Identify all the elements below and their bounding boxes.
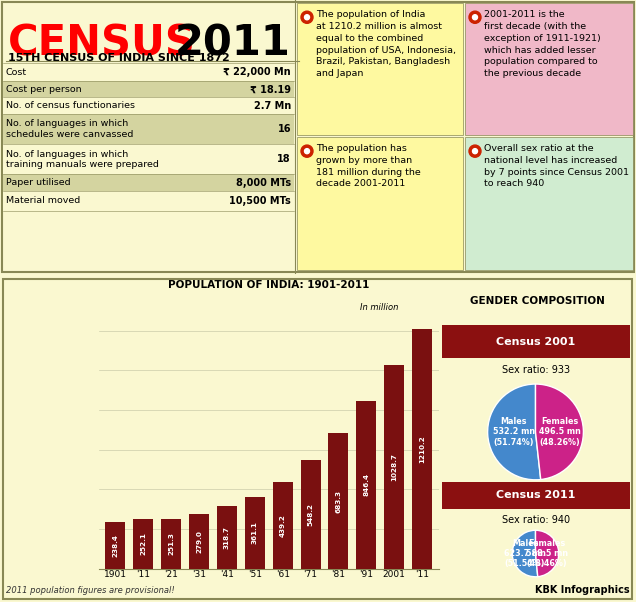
Text: KBK Infographics: KBK Infographics <box>535 585 630 595</box>
Bar <box>245 497 265 569</box>
Text: Cost: Cost <box>6 67 27 76</box>
Text: 15TH CENSUS OF INDIA SINCE 1872: 15TH CENSUS OF INDIA SINCE 1872 <box>8 53 230 63</box>
Text: In million: In million <box>359 303 398 312</box>
Bar <box>412 329 432 569</box>
Text: GENDER COMPOSITION: GENDER COMPOSITION <box>470 296 605 306</box>
Text: Males
532.2 mn
(51.74%): Males 532.2 mn (51.74%) <box>493 417 535 447</box>
Text: ₹ 22,000 Mn: ₹ 22,000 Mn <box>223 67 291 77</box>
Bar <box>384 365 404 569</box>
Text: 318.7: 318.7 <box>224 526 230 548</box>
Wedge shape <box>536 384 583 480</box>
Text: Sex ratio: 940: Sex ratio: 940 <box>502 515 570 524</box>
Text: 846.4: 846.4 <box>363 473 370 497</box>
Circle shape <box>305 149 310 154</box>
Text: 361.1: 361.1 <box>252 521 258 544</box>
Bar <box>3 63 294 81</box>
Bar <box>189 514 209 569</box>
Text: 1210.2: 1210.2 <box>419 435 425 463</box>
Text: Sex ratio: 933: Sex ratio: 933 <box>502 365 570 375</box>
Text: 10,500 MTs: 10,500 MTs <box>229 196 291 206</box>
Text: ₹ 18.19: ₹ 18.19 <box>250 84 291 95</box>
Bar <box>106 521 125 569</box>
Text: 2.7 Mn: 2.7 Mn <box>254 101 291 111</box>
Text: 439.2: 439.2 <box>280 514 286 537</box>
Text: 279.0: 279.0 <box>196 530 202 553</box>
Text: Material moved: Material moved <box>6 196 80 205</box>
Text: Males
623.7 mn
(51.54%): Males 623.7 mn (51.54%) <box>504 539 546 568</box>
Circle shape <box>469 145 481 157</box>
Text: 2011 population figures are provisional!: 2011 population figures are provisional! <box>6 586 175 595</box>
Text: 2001-2011 is the
first decade (with the
exception of 1911-1921)
which has added : 2001-2011 is the first decade (with the … <box>484 10 601 78</box>
Bar <box>297 3 463 135</box>
Text: Paper utilised: Paper utilised <box>6 178 71 187</box>
Text: 251.3: 251.3 <box>168 533 174 556</box>
Text: POPULATION OF INDIA: 1901-2011: POPULATION OF INDIA: 1901-2011 <box>168 279 370 290</box>
Text: Census 2001: Census 2001 <box>496 337 576 347</box>
Text: 1028.7: 1028.7 <box>391 453 398 481</box>
Circle shape <box>301 11 313 23</box>
Wedge shape <box>536 530 559 577</box>
Circle shape <box>301 145 313 157</box>
Text: Females
496.5 mn
(48.26%): Females 496.5 mn (48.26%) <box>539 417 581 447</box>
Text: 252.1: 252.1 <box>140 532 146 555</box>
Text: No. of languages in which
schedules were canvassed: No. of languages in which schedules were… <box>6 119 134 138</box>
Text: No. of census functionaries: No. of census functionaries <box>6 101 135 110</box>
Text: 16: 16 <box>277 124 291 134</box>
Bar <box>356 401 377 569</box>
Bar <box>133 519 153 569</box>
Bar <box>273 482 293 569</box>
Wedge shape <box>488 384 541 480</box>
Text: The population of India
at 1210.2 million is almost
equal to the combined
popula: The population of India at 1210.2 millio… <box>316 10 456 78</box>
Text: Cost per person: Cost per person <box>6 85 81 94</box>
Bar <box>3 98 294 114</box>
Bar <box>161 519 181 569</box>
Circle shape <box>473 14 478 20</box>
Circle shape <box>469 11 481 23</box>
Bar <box>3 191 294 211</box>
Text: 683.3: 683.3 <box>335 489 342 512</box>
Bar <box>217 506 237 569</box>
Text: Overall sex ratio at the
national level has increased
by 7 points since Census 2: Overall sex ratio at the national level … <box>484 144 629 188</box>
Text: 548.2: 548.2 <box>308 503 314 526</box>
Text: 238.4: 238.4 <box>113 534 118 557</box>
Circle shape <box>473 149 478 154</box>
Bar <box>465 137 633 270</box>
Text: 8,000 MTs: 8,000 MTs <box>236 178 291 188</box>
Text: 18: 18 <box>277 154 291 164</box>
Text: The population has
grown by more than
181 million during the
decade 2001-2011: The population has grown by more than 18… <box>316 144 421 188</box>
Bar <box>465 3 633 135</box>
Circle shape <box>305 14 310 20</box>
Bar <box>300 460 321 569</box>
Text: Females
588.5 mn
(48.46%): Females 588.5 mn (48.46%) <box>526 539 568 568</box>
Text: No. of languages in which
training manuals were prepared: No. of languages in which training manua… <box>6 149 159 169</box>
Text: 2011: 2011 <box>175 22 291 64</box>
Bar <box>3 175 294 191</box>
Bar <box>3 144 294 175</box>
Wedge shape <box>512 530 538 577</box>
Text: CENSUS: CENSUS <box>8 22 196 64</box>
Text: Census 2011: Census 2011 <box>496 490 576 500</box>
Bar <box>3 81 294 98</box>
Bar <box>297 137 463 270</box>
Bar <box>328 433 349 569</box>
Bar <box>3 114 294 144</box>
